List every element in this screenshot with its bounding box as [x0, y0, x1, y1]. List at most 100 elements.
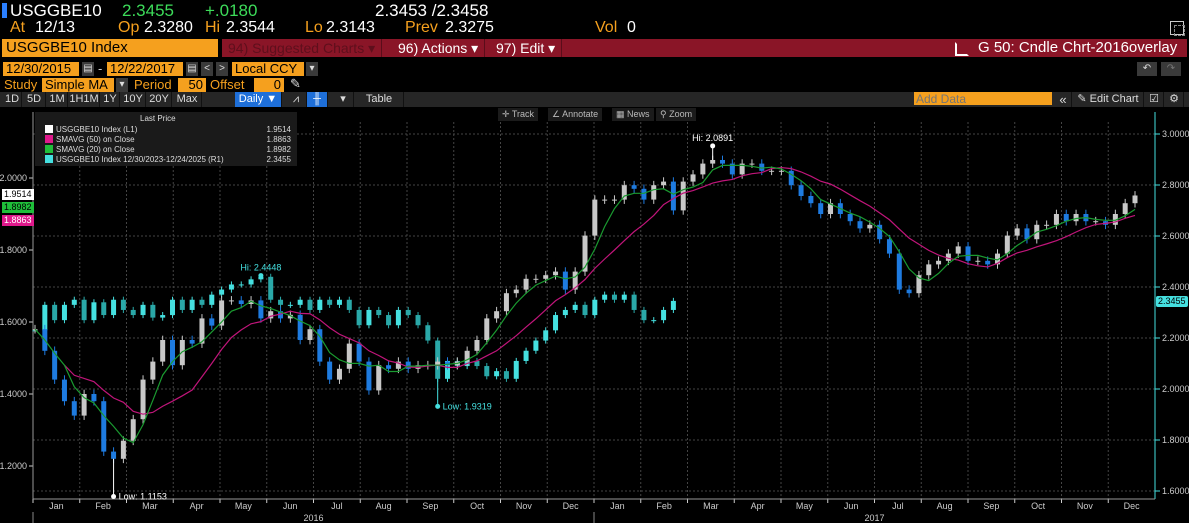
month-label: Oct: [470, 501, 485, 511]
candle: [1034, 224, 1040, 240]
candle: [995, 253, 1000, 265]
end-date-field[interactable]: 12/22/2017: [107, 62, 183, 76]
candle: [916, 275, 922, 294]
overlay-candle: [248, 279, 254, 285]
currency-dropdown[interactable]: Local CCY: [232, 62, 304, 76]
month-label: Oct: [1031, 501, 1046, 511]
candle: [1132, 195, 1138, 204]
chevron-down-icon[interactable]: ▾: [333, 92, 354, 107]
candle: [602, 199, 608, 201]
calendar-icon[interactable]: ▤: [186, 62, 198, 76]
period-field[interactable]: 50: [178, 78, 206, 92]
candle: [985, 260, 991, 265]
candle: [1053, 214, 1059, 225]
range-button-max[interactable]: Max: [173, 92, 202, 107]
low-annotation: Low: 1.9319: [443, 401, 492, 411]
month-label: Feb: [656, 501, 672, 511]
overlay-candle: [327, 299, 333, 305]
resize-window-icon[interactable]: [1170, 21, 1185, 36]
range-button-1h1m[interactable]: 1H1M: [69, 92, 100, 107]
zoom-tool[interactable]: ⚲ Zoom: [656, 108, 697, 121]
overlay-candle: [641, 309, 647, 321]
at-label: At: [10, 19, 26, 36]
chevron-down-icon[interactable]: ▾: [116, 78, 128, 92]
next-period-button[interactable]: >: [216, 62, 228, 76]
candle: [209, 318, 215, 326]
annotate-icon[interactable]: ☑: [1145, 92, 1164, 107]
overlay-candle: [494, 371, 500, 377]
month-label: May: [796, 501, 814, 511]
overlay-candle: [297, 299, 303, 305]
overlay-candle: [307, 299, 313, 310]
suggested-charts-menu[interactable]: 94) Suggested Charts ▾: [222, 39, 383, 57]
last-price-tag: 1.9514: [2, 189, 34, 200]
collapse-button[interactable]: «: [1055, 92, 1072, 107]
candle: [955, 246, 961, 254]
redo-button[interactable]: ↷: [1161, 62, 1181, 76]
candle: [965, 246, 971, 261]
candle: [111, 451, 117, 459]
range-button-10y[interactable]: 10Y: [121, 92, 146, 107]
candle: [278, 311, 284, 319]
security-field[interactable]: USGGBE10 Index: [2, 39, 218, 57]
legend-swatch: [45, 125, 53, 133]
high-annotation: Hi: 2.4448: [240, 263, 281, 273]
prev-period-button[interactable]: <: [201, 62, 213, 76]
news-tool[interactable]: ▦ News: [612, 108, 654, 121]
legend-item[interactable]: SMAVG (20) on Close 1.8982: [45, 145, 293, 155]
overlay-candle: [602, 294, 608, 300]
calendar-icon[interactable]: ▤: [82, 62, 94, 76]
month-label: Dec: [563, 501, 580, 511]
overlay-candle: [219, 289, 225, 295]
offset-field[interactable]: 0: [254, 78, 284, 92]
candle: [150, 361, 156, 380]
edit-menu[interactable]: 97) Edit ▾: [490, 39, 563, 57]
start-date-field[interactable]: 12/30/2015: [3, 62, 79, 76]
actions-menu[interactable]: 96) Actions ▾: [392, 39, 486, 57]
range-button-1d[interactable]: 1D: [3, 92, 22, 107]
chevron-down-icon[interactable]: ▾: [306, 62, 318, 76]
range-button-20y[interactable]: 20Y: [147, 92, 172, 107]
pencil-icon: ✎: [1077, 93, 1090, 105]
legend-item[interactable]: SMAVG (50) on Close 1.8863: [45, 135, 293, 145]
candle: [1083, 214, 1089, 222]
annotate-tool[interactable]: ∠ Annotate: [548, 108, 603, 121]
candle: [543, 275, 549, 279]
track-tool[interactable]: ✛ Track: [498, 108, 539, 121]
add-data-input[interactable]: [914, 92, 1052, 105]
month-label: Apr: [751, 501, 765, 511]
left-axis-label: 1.4000: [0, 389, 27, 399]
range-button-1y[interactable]: 1Y: [101, 92, 120, 107]
candle: [837, 203, 843, 214]
pop-out-icon[interactable]: [955, 42, 969, 56]
candle: [484, 318, 490, 340]
table-button[interactable]: Table: [355, 92, 404, 107]
legend-label: SMAVG (20) on Close: [56, 145, 135, 154]
pencil-icon[interactable]: ✎: [290, 76, 301, 91]
candle: [877, 224, 883, 240]
candle: [287, 314, 293, 319]
frequency-dropdown[interactable]: Daily ▼: [235, 92, 282, 107]
sma50-line: [64, 166, 1136, 415]
legend-item[interactable]: USGGBE10 Index 12/30/2023-12/24/2025 (R1…: [45, 155, 293, 165]
candle-chart-icon[interactable]: ╫: [307, 92, 328, 107]
candle: [71, 401, 77, 416]
undo-button[interactable]: ↶: [1137, 62, 1157, 76]
line-chart-icon[interactable]: ⩘: [286, 92, 307, 107]
news-icon: ▦: [616, 109, 628, 119]
month-label: Jul: [892, 501, 904, 511]
candle: [1004, 235, 1010, 254]
edit-chart-button[interactable]: ✎ Edit Chart: [1073, 92, 1144, 107]
study-dropdown[interactable]: Simple MA: [42, 78, 114, 92]
range-button-5d[interactable]: 5D: [23, 92, 46, 107]
gear-icon[interactable]: ⚙: [1165, 92, 1184, 107]
candle: [238, 300, 244, 304]
candle: [52, 350, 58, 380]
annotation-marker: [710, 143, 716, 149]
candle: [415, 365, 421, 369]
legend-item[interactable]: USGGBE10 Index (L1) 1.9514: [45, 125, 293, 135]
overlay-candle: [366, 309, 372, 326]
range-button-1m[interactable]: 1M: [47, 92, 68, 107]
candle: [61, 379, 67, 402]
month-label: May: [235, 501, 253, 511]
